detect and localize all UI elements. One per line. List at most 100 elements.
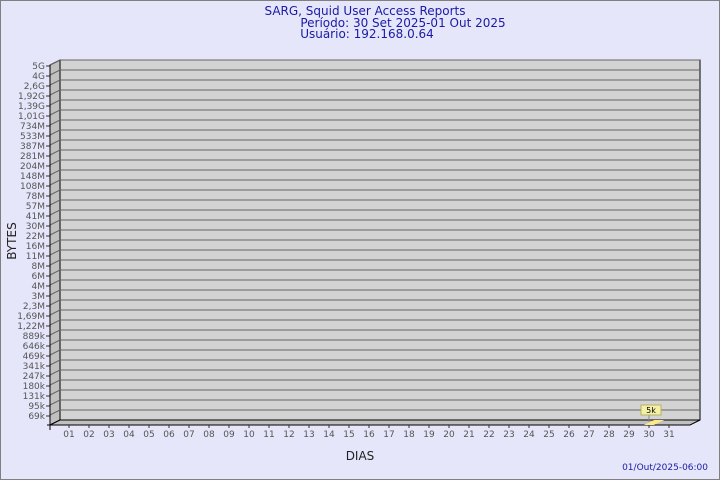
y-tick-label: 204M: [20, 162, 45, 172]
y-tick-label: 247k: [23, 372, 46, 382]
x-tick-label: 27: [583, 430, 594, 440]
grid-line-side: [49, 329, 61, 336]
y-tick-label: 78M: [26, 192, 45, 202]
grid-line-side: [49, 149, 61, 156]
x-tick-label: 23: [503, 430, 514, 440]
y-tick-label: 30M: [26, 222, 45, 232]
y-tick-label: 108M: [20, 182, 45, 192]
grid-line-side: [49, 349, 61, 356]
x-axis-label: DIAS: [346, 449, 375, 463]
grid-line-side: [49, 239, 61, 246]
grid-line-side: [49, 289, 61, 296]
x-tick-label: 15: [343, 430, 354, 440]
x-tick-label: 13: [303, 430, 314, 440]
grid-line-side: [49, 369, 61, 376]
y-tick-label: 281M: [20, 152, 45, 162]
x-tick-label: 16: [363, 430, 375, 440]
x-tick-label: 03: [103, 430, 114, 440]
y-tick-label: 3M: [32, 292, 46, 302]
grid-line-side: [49, 89, 61, 96]
grid-line-side: [49, 189, 61, 196]
y-tick-label: 1,01G: [18, 112, 45, 122]
grid-line-side: [49, 279, 61, 286]
x-tick-label: 17: [383, 430, 394, 440]
plot-floor: [49, 419, 701, 426]
grid-line-side: [49, 339, 61, 346]
y-tick-label: 1,22M: [17, 322, 45, 332]
grid-line-side: [49, 199, 61, 206]
y-tick-label: 57M: [26, 202, 45, 212]
x-tick-label: 11: [263, 430, 274, 440]
y-tick-label: 1,69M: [17, 312, 45, 322]
y-tick-label: 8M: [32, 262, 46, 272]
chart-title: SARG, Squid User Access Reports: [264, 4, 465, 18]
grid-line-side: [49, 249, 61, 256]
y-axis-label: BYTES: [5, 222, 19, 259]
grid-line-side: [49, 99, 61, 106]
x-tick-label: 29: [623, 430, 635, 440]
grid-line-side: [49, 399, 61, 406]
y-tick-label: 41M: [26, 212, 45, 222]
y-tick-label: 148M: [20, 172, 45, 182]
grid-line-side: [49, 379, 61, 386]
grid-line-side: [49, 259, 61, 266]
grid-line-side: [49, 229, 61, 236]
y-tick-label: 69k: [28, 412, 45, 422]
grid-line-side: [49, 359, 61, 366]
grid-line-side: [49, 179, 61, 186]
x-tick-label: 22: [483, 430, 494, 440]
x-tick-label: 12: [283, 430, 294, 440]
x-tick-label: 21: [463, 430, 474, 440]
bar-day-30: [644, 420, 664, 425]
grid-line-side: [49, 209, 61, 216]
y-tick-label: 5G: [32, 62, 45, 72]
grid-line-side: [49, 219, 61, 226]
y-tick-label: 4G: [32, 72, 45, 82]
y-tick-label: 131k: [23, 392, 46, 402]
grid-line-side: [49, 59, 61, 66]
x-tick-label: 06: [163, 430, 175, 440]
grid-line-side: [49, 109, 61, 116]
x-tick-label: 26: [563, 430, 575, 440]
y-tick-label: 533M: [20, 132, 45, 142]
grid-line-side: [49, 129, 61, 136]
x-tick-label: 18: [403, 430, 415, 440]
grid-line-side: [49, 139, 61, 146]
y-tick-label: 1,39G: [18, 102, 45, 112]
x-tick-label: 24: [523, 430, 535, 440]
x-tick-label: 02: [83, 430, 94, 440]
y-tick-label: 22M: [26, 232, 45, 242]
grid-line-side: [49, 169, 61, 176]
x-tick-label: 14: [323, 430, 335, 440]
y-tick-label: 341k: [23, 362, 46, 372]
y-tick-label: 2,3M: [23, 302, 45, 312]
x-tick-label: 31: [663, 430, 674, 440]
x-tick-label: 25: [543, 430, 554, 440]
bar-value-label: 5k: [646, 406, 656, 415]
y-tick-label: 1,92G: [18, 92, 45, 102]
y-tick-label: 180k: [23, 382, 46, 392]
y-tick-label: 4M: [32, 282, 46, 292]
grid-line-side: [49, 79, 61, 86]
x-tick-label: 28: [603, 430, 615, 440]
x-tick-label: 09: [223, 430, 235, 440]
x-tick-label: 05: [143, 430, 154, 440]
x-tick-label: 20: [443, 430, 455, 440]
grid-line-side: [49, 69, 61, 76]
y-tick-label: 16M: [26, 242, 45, 252]
y-tick-label: 6M: [32, 272, 46, 282]
grid-line-side: [49, 119, 61, 126]
grid-line-side: [49, 319, 61, 326]
y-tick-label: 734M: [20, 122, 45, 132]
grid-line-side: [49, 159, 61, 166]
x-tick-label: 04: [123, 430, 135, 440]
y-tick-label: 469k: [23, 352, 46, 362]
x-tick-label: 30: [643, 430, 655, 440]
x-tick-label: 08: [203, 430, 215, 440]
bar-label-box: [640, 404, 662, 416]
grid-line-side: [49, 389, 61, 396]
x-tick-label: 07: [183, 430, 194, 440]
chart-period: Período: 30 Set 2025-01 Out 2025: [300, 16, 505, 30]
grid-line-side: [49, 409, 61, 416]
